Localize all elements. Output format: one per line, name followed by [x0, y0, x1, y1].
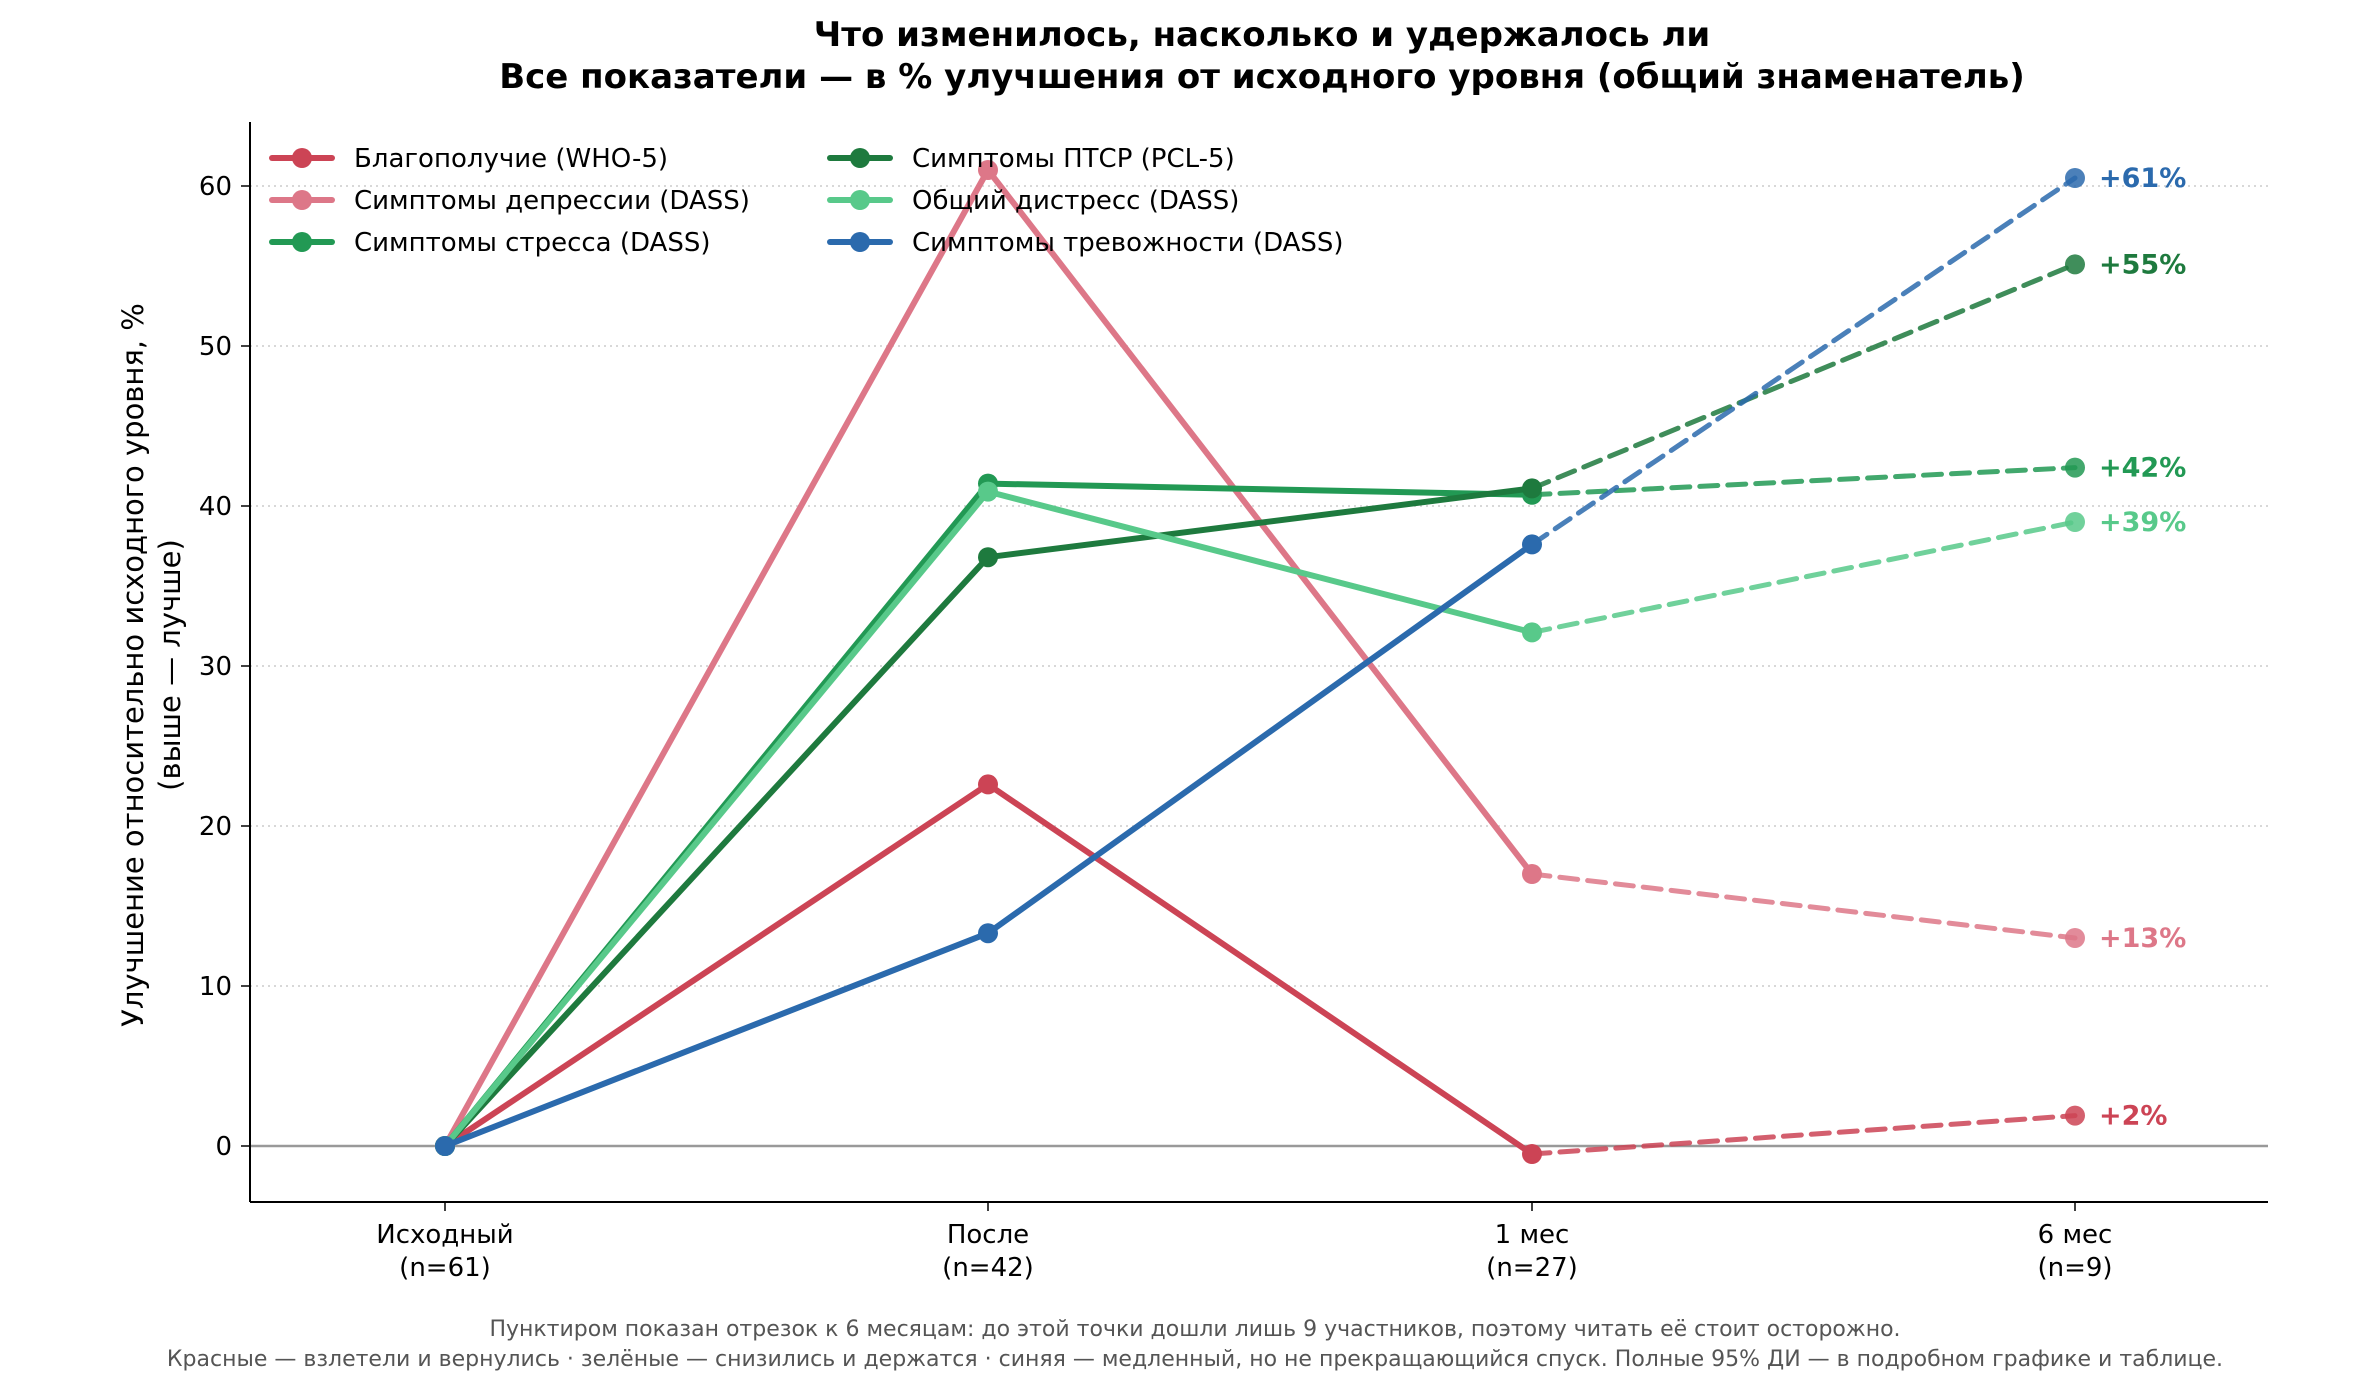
chart-subtitle: Все показатели — в % улучшения от исходн… [499, 57, 2025, 97]
series-line-dashed [1529, 871, 2078, 941]
legend-label: Общий дистресс (DASS) [912, 186, 1239, 216]
data-point [978, 774, 998, 795]
x-tick-count: (n=61) [399, 1253, 491, 1283]
series-line-solid [442, 541, 1535, 1149]
y-tick-label: 0 [215, 1132, 232, 1162]
data-point [978, 481, 998, 502]
data-point [1522, 478, 1542, 499]
chart-title: Что изменилось, насколько и удержалось л… [814, 15, 1710, 55]
x-tick-label: Исходный [376, 1220, 513, 1250]
footnote-line-1: Пунктиром показан отрезок к 6 месяцам: д… [489, 1317, 1900, 1342]
legend-item: Благополучие (WHO-5) [269, 144, 668, 174]
end-value-label: +13% [2099, 923, 2186, 954]
legend-label: Симптомы ПТСР (PCL-5) [912, 144, 1235, 174]
legend-item: Симптомы тревожности (DASS) [827, 228, 1344, 258]
series-line-solid [442, 485, 1535, 1149]
legend-item: Общий дистресс (DASS) [827, 186, 1239, 216]
data-point [978, 923, 998, 944]
data-point [2065, 1105, 2085, 1126]
y-tick-label: 10 [199, 972, 232, 1002]
axes [249, 122, 2268, 1203]
x-tick-count: (n=42) [942, 1253, 1034, 1283]
series-Симптомы депрессии (DASS) [435, 160, 2085, 1156]
x-tick-label: 1 мес [1495, 1220, 1570, 1250]
series-line-dashed [1529, 465, 2078, 498]
y-ticks: 0 10 20 30 40 50 60 [199, 172, 250, 1162]
end-value-label: +2% [2099, 1101, 2167, 1132]
end-value-label: +39% [2099, 507, 2186, 538]
x-tick-count: (n=27) [1486, 1253, 1578, 1283]
series-line-dashed [1529, 175, 2078, 547]
series-Симптомы тревожности (DASS) [435, 168, 2085, 1156]
data-point [1522, 1144, 1542, 1164]
x-tick-label: После [947, 1220, 1029, 1250]
x-ticks: Исходный(n=61) После(n=42) 1 мес(n=27) 6 ме… [376, 1202, 2113, 1283]
y-tick-label: 40 [199, 492, 232, 522]
data-point [435, 1136, 455, 1156]
legend-swatch-marker [292, 232, 312, 252]
legend-label: Симптомы депрессии (DASS) [354, 186, 750, 216]
legend-item: Симптомы депрессии (DASS) [269, 186, 750, 216]
legend-swatch-marker [292, 190, 312, 210]
data-point [2065, 254, 2085, 275]
legend-item: Симптомы ПТСР (PCL-5) [827, 144, 1235, 174]
legend-swatch-marker [292, 148, 312, 168]
series-Симптомы ПТСР (PCL-5) [435, 254, 2085, 1156]
series-line-dashed [1529, 519, 2078, 635]
y-tick-label: 30 [199, 652, 232, 682]
legend-label: Симптомы стресса (DASS) [354, 228, 711, 258]
data-point [2065, 512, 2085, 532]
legend-swatch-marker [850, 190, 870, 210]
legend-label: Симптомы тревожности (DASS) [912, 228, 1344, 258]
x-tick-count: (n=9) [2037, 1253, 2112, 1283]
series-line-dashed [1529, 261, 2078, 491]
series-line-solid [442, 488, 1535, 1149]
data-point [2065, 928, 2085, 948]
footnote-line-2: Красные — взлетели и вернулись · зелёные… [167, 1347, 2223, 1372]
legend-label: Благополучие (WHO-5) [354, 144, 668, 174]
series-Общий дистресс (DASS) [435, 481, 2085, 1156]
x-tick-label: 6 мес [2038, 1220, 2113, 1250]
data-point [2065, 168, 2085, 188]
end-value-label: +61% [2099, 163, 2186, 194]
data-point [1522, 864, 1542, 884]
end-value-label: +55% [2099, 249, 2186, 280]
data-point [2065, 457, 2085, 478]
data-point [978, 547, 998, 568]
data-point [1522, 622, 1542, 643]
legend-swatch-marker [850, 148, 870, 168]
y-tick-label: 60 [199, 172, 232, 202]
legend-swatch-marker [850, 232, 870, 252]
data-point [978, 160, 998, 180]
series-lines [435, 160, 2085, 1164]
y-tick-label: 50 [199, 332, 232, 362]
y-axis-label-secondary: (выше — лучше) [153, 539, 187, 791]
series-Благополучие (WHO-5) [435, 774, 2085, 1164]
end-labels: +2% +13% +42% +55% +39% +61% [2099, 163, 2186, 1132]
y-axis-label: Улучшение относительно исходного уровня,… [116, 303, 150, 1027]
grid-lines [250, 185, 2268, 987]
legend-item: Симптомы стресса (DASS) [269, 228, 711, 258]
series-line-dashed [1529, 1113, 2078, 1157]
data-point [1522, 534, 1542, 555]
legend: Благополучие (WHO-5) Симптомы депрессии (… [269, 144, 1344, 258]
y-tick-label: 20 [199, 812, 232, 842]
end-value-label: +42% [2099, 453, 2186, 484]
